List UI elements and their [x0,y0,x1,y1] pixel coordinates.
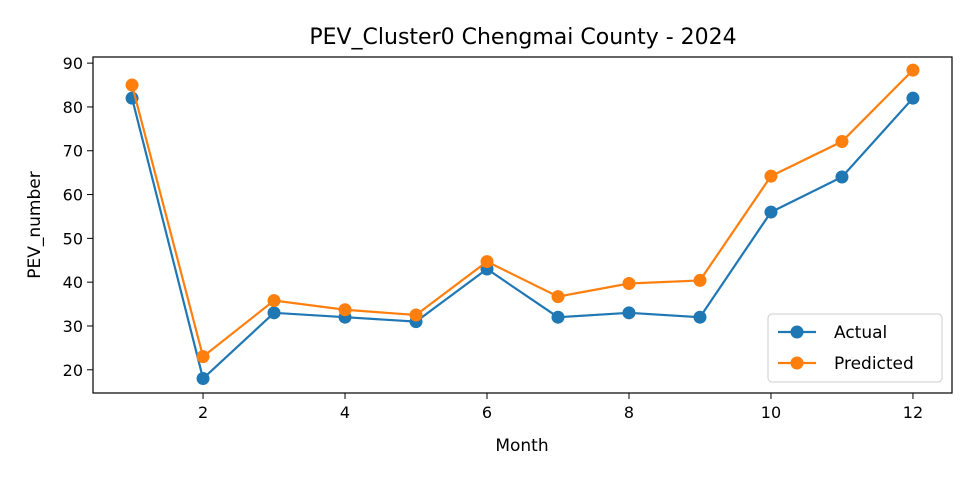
data-point-actual [835,170,849,184]
data-point-predicted [125,78,139,92]
data-point-actual [764,205,778,219]
data-point-actual [267,306,281,320]
x-tick-label: 10 [761,403,781,422]
plot-area [125,63,920,386]
series-line-actual [130,97,914,381]
legend-label-actual: Actual [834,323,887,343]
y-tick-label: 40 [63,273,83,292]
data-point-predicted [196,350,210,364]
x-tick-label: 4 [340,403,350,422]
legend-label-predicted: Predicted [834,354,914,374]
x-tick-label: 2 [198,403,208,422]
x-tick-label: 8 [624,403,634,422]
y-tick-label: 90 [63,54,83,73]
x-tick-label: 6 [482,403,492,422]
data-point-predicted [622,276,636,290]
plot-frame [92,56,953,394]
legend-marker-predicted [790,356,804,370]
x-tick-label: 12 [903,403,923,422]
data-point-actual [906,91,920,105]
data-point-predicted [764,169,778,183]
legend: Actual Predicted [767,313,943,383]
legend-marker-actual [790,325,804,339]
data-point-predicted [835,135,849,149]
y-tick-label: 30 [63,317,83,336]
y-axis-label: PEV_number [25,171,45,278]
data-point-predicted [409,308,423,322]
data-point-predicted [267,294,281,308]
y-tick-label: 80 [63,98,83,117]
data-point-actual [196,372,210,386]
data-point-predicted [906,63,920,77]
data-point-predicted [480,255,494,269]
y-tick-label: 50 [63,229,83,248]
data-point-actual [693,310,707,324]
x-axis-label: Month [495,436,548,456]
chart-title: PEV_Cluster0 Chengmai County - 2024 [309,25,736,50]
y-tick-label: 60 [63,186,83,205]
data-point-actual [551,310,565,324]
y-tick-label: 20 [63,361,83,380]
data-point-predicted [551,290,565,304]
y-tick-label: 70 [63,142,83,161]
data-point-predicted [693,273,707,287]
series-line-predicted [130,69,914,359]
data-point-predicted [338,303,352,317]
data-point-actual [622,306,636,320]
